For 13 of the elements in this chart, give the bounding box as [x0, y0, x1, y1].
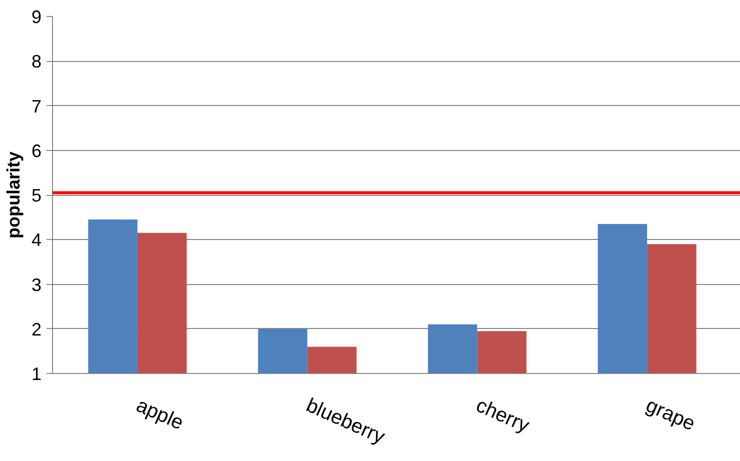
- y-tick-label: 4: [31, 230, 42, 250]
- y-tick-label: 8: [31, 52, 42, 72]
- y-tick-label: 1: [31, 364, 42, 384]
- y-tick-label: 2: [31, 319, 42, 340]
- y-tick-label: 5: [31, 186, 42, 206]
- y-tick-label: 7: [31, 96, 42, 116]
- y-tick-label: 3: [31, 274, 42, 295]
- x-tick-label: cherry: [472, 394, 532, 438]
- x-tick-label: grape: [642, 394, 698, 436]
- y-tick-label: 9: [31, 7, 42, 27]
- x-tick-label: apple: [132, 394, 187, 434]
- y-tick-label: 6: [31, 140, 42, 161]
- y-axis-title: popularity: [3, 151, 24, 238]
